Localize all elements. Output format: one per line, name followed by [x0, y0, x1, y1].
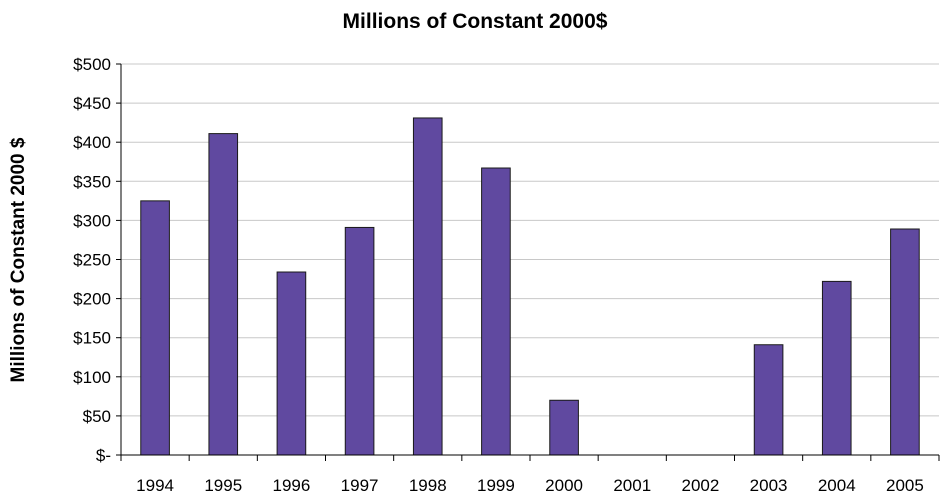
y-tick-label: $- — [96, 446, 111, 465]
gridlines — [121, 63, 939, 417]
x-tick-label: 1995 — [204, 476, 242, 495]
y-tick-label: $300 — [73, 211, 111, 230]
axes — [116, 63, 940, 461]
y-tick-label: $400 — [73, 133, 111, 152]
y-tick-label: $350 — [73, 172, 111, 191]
x-tick-label: 1999 — [477, 476, 515, 495]
bar-2005 — [890, 228, 920, 456]
y-tick-label: $200 — [73, 290, 111, 309]
y-tick-label: $250 — [73, 251, 111, 270]
x-tick-label: 2001 — [613, 476, 651, 495]
bar-1998 — [412, 117, 443, 456]
x-tick-label: 1997 — [341, 476, 379, 495]
y-tick-label: $150 — [73, 329, 111, 348]
x-tick-label: 1996 — [273, 476, 311, 495]
y-tick-label: $500 — [73, 55, 111, 74]
x-tick-labels: 1994 1995 1996 1997 1998 1999 2000 2001 2002 2003… — [136, 476, 924, 495]
x-tick-label: 2002 — [682, 476, 720, 495]
y-tick-label: $50 — [83, 407, 111, 426]
x-tick-label: 1994 — [136, 476, 174, 495]
x-tick-label: 2005 — [886, 476, 924, 495]
bar-1997 — [344, 226, 375, 456]
bar-1996 — [276, 271, 307, 456]
bar-1994 — [140, 200, 170, 456]
bar-1999 — [481, 167, 511, 456]
x-tick-label: 2003 — [750, 476, 788, 495]
y-tick-labels: $- $50 $100 $150 $200 $250 $300 $350 $400 $450 $50… — [73, 55, 111, 465]
x-tick-label: 2004 — [818, 476, 856, 495]
y-tick-label: $100 — [73, 368, 111, 387]
y-tick-label: $450 — [73, 94, 111, 113]
x-tick-label: 1998 — [409, 476, 447, 495]
bars — [140, 117, 920, 456]
x-tick-label: 2000 — [545, 476, 583, 495]
bar-2000 — [549, 399, 579, 456]
chart-title: Millions of Constant 2000$ — [343, 10, 608, 33]
bar-2004 — [821, 280, 852, 456]
bar-2003 — [753, 344, 784, 456]
y-axis-label: Millions of Constant 2000 $ — [8, 137, 29, 382]
bar-1995 — [208, 133, 239, 456]
